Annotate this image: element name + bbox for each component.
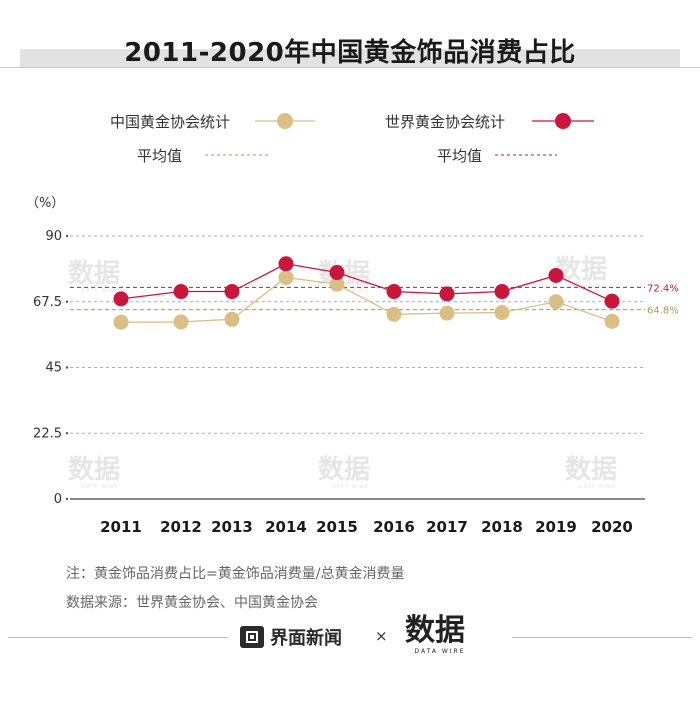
series-1-point xyxy=(113,314,129,330)
series-2-point xyxy=(439,286,455,302)
series-1-point xyxy=(494,305,510,321)
x-tick-label: 2011 xyxy=(100,518,142,536)
x-tick-label: 2018 xyxy=(481,518,523,536)
legend-label-avg-1: 平均值 xyxy=(137,147,182,165)
formula-note: 注：黄金饰品消费占比=黄金饰品消费量/总黄金消费量 xyxy=(66,566,405,582)
series-1-point xyxy=(278,269,294,285)
axes: （%） 0 22.5 45 67.5 90 2011 2012 2013 2014 2015 2016… xyxy=(26,196,645,536)
title-underline xyxy=(0,67,700,68)
series-2-point xyxy=(173,284,189,300)
x-tick-label: 2013 xyxy=(211,518,253,536)
average-lines: 64.8% 72.4% xyxy=(70,283,679,317)
series-1-point xyxy=(224,311,240,327)
watermark-sub: DATA WIRE xyxy=(82,288,119,294)
title-band xyxy=(20,49,680,67)
y-tick-dot xyxy=(65,300,69,303)
legend-label-series-1: 中国黄金协会统计 xyxy=(110,113,230,131)
footer-divider-left xyxy=(8,637,228,638)
series-1-point xyxy=(439,305,455,321)
average-label-1: 64.8% xyxy=(647,306,679,317)
data-wire-logo-sub: DATA WIRE xyxy=(414,648,466,655)
watermark-sub: DATA WIRE xyxy=(82,484,119,490)
series-2-point xyxy=(604,293,620,309)
y-axis-unit-label: （%） xyxy=(26,196,64,211)
legend-marker-series-1 xyxy=(277,113,293,129)
jiemian-brand: 界面新闻 xyxy=(240,622,342,652)
watermark-text: 数据 xyxy=(565,455,617,485)
series-2-point xyxy=(278,256,294,272)
brand-name: 界面新闻 xyxy=(270,628,342,649)
watermark-text: 数据 xyxy=(68,259,120,289)
x-tick-label: 2019 xyxy=(535,518,577,536)
x-tick-label: 2017 xyxy=(426,518,468,536)
source-note: 数据来源：世界黄金协会、中国黄金协会 xyxy=(66,595,318,611)
series-2-point xyxy=(329,265,345,281)
y-tick-label: 67.5 xyxy=(33,295,62,310)
average-label-2: 72.4% xyxy=(647,283,679,294)
y-tick-dot xyxy=(65,234,69,238)
times-sign: × xyxy=(375,627,388,645)
y-tick-label: 0 xyxy=(54,492,62,507)
jiemian-logo-icon xyxy=(240,626,264,648)
watermark-sub: DATA WIRE xyxy=(579,484,616,490)
legend-label-avg-2: 平均值 xyxy=(437,147,482,165)
series-1-point xyxy=(548,294,564,310)
y-tick-dot xyxy=(65,497,69,501)
series-line-2 xyxy=(120,263,613,302)
series-1-point xyxy=(173,314,189,330)
y-tick-label: 45 xyxy=(45,361,62,376)
x-tick-label: 2020 xyxy=(591,518,633,536)
x-tick-label: 2014 xyxy=(265,518,307,536)
watermark-sub: DATA WIRE xyxy=(332,484,369,490)
data-wire-logo-text: 数据 xyxy=(405,613,465,648)
x-tick-label: 2012 xyxy=(160,518,202,536)
series-line-1 xyxy=(120,276,613,323)
series-group xyxy=(113,256,620,330)
y-tick-dot xyxy=(65,432,69,435)
series-2-point xyxy=(386,284,402,300)
y-tick-label: 90 xyxy=(45,229,62,244)
series-1-point xyxy=(386,306,402,322)
y-tick-label: 22.5 xyxy=(33,426,62,441)
watermark-sub: DATA WIRE xyxy=(569,284,606,290)
series-2-point xyxy=(113,291,129,307)
y-tick-dot xyxy=(65,366,69,369)
series-1-point xyxy=(329,276,345,292)
series-2-point xyxy=(494,284,510,300)
footer-divider-right xyxy=(512,637,692,638)
page-title: 2011-2020年中国黄金饰品消费占比 xyxy=(124,38,576,68)
legend-label-series-2: 世界黄金协会统计 xyxy=(385,113,505,131)
series-2-point xyxy=(224,284,240,300)
data-wire-logo: 数据 DATA WIRE xyxy=(405,614,501,662)
series-1-point xyxy=(604,313,620,329)
x-tick-label: 2015 xyxy=(316,518,358,536)
series-2-point xyxy=(548,267,564,283)
watermark-text: 数据 xyxy=(318,455,370,485)
x-tick-label: 2016 xyxy=(373,518,415,536)
watermark-text: 数据 xyxy=(68,455,120,485)
legend-marker-series-2 xyxy=(555,113,571,129)
watermark-text: 数据 xyxy=(555,255,607,285)
